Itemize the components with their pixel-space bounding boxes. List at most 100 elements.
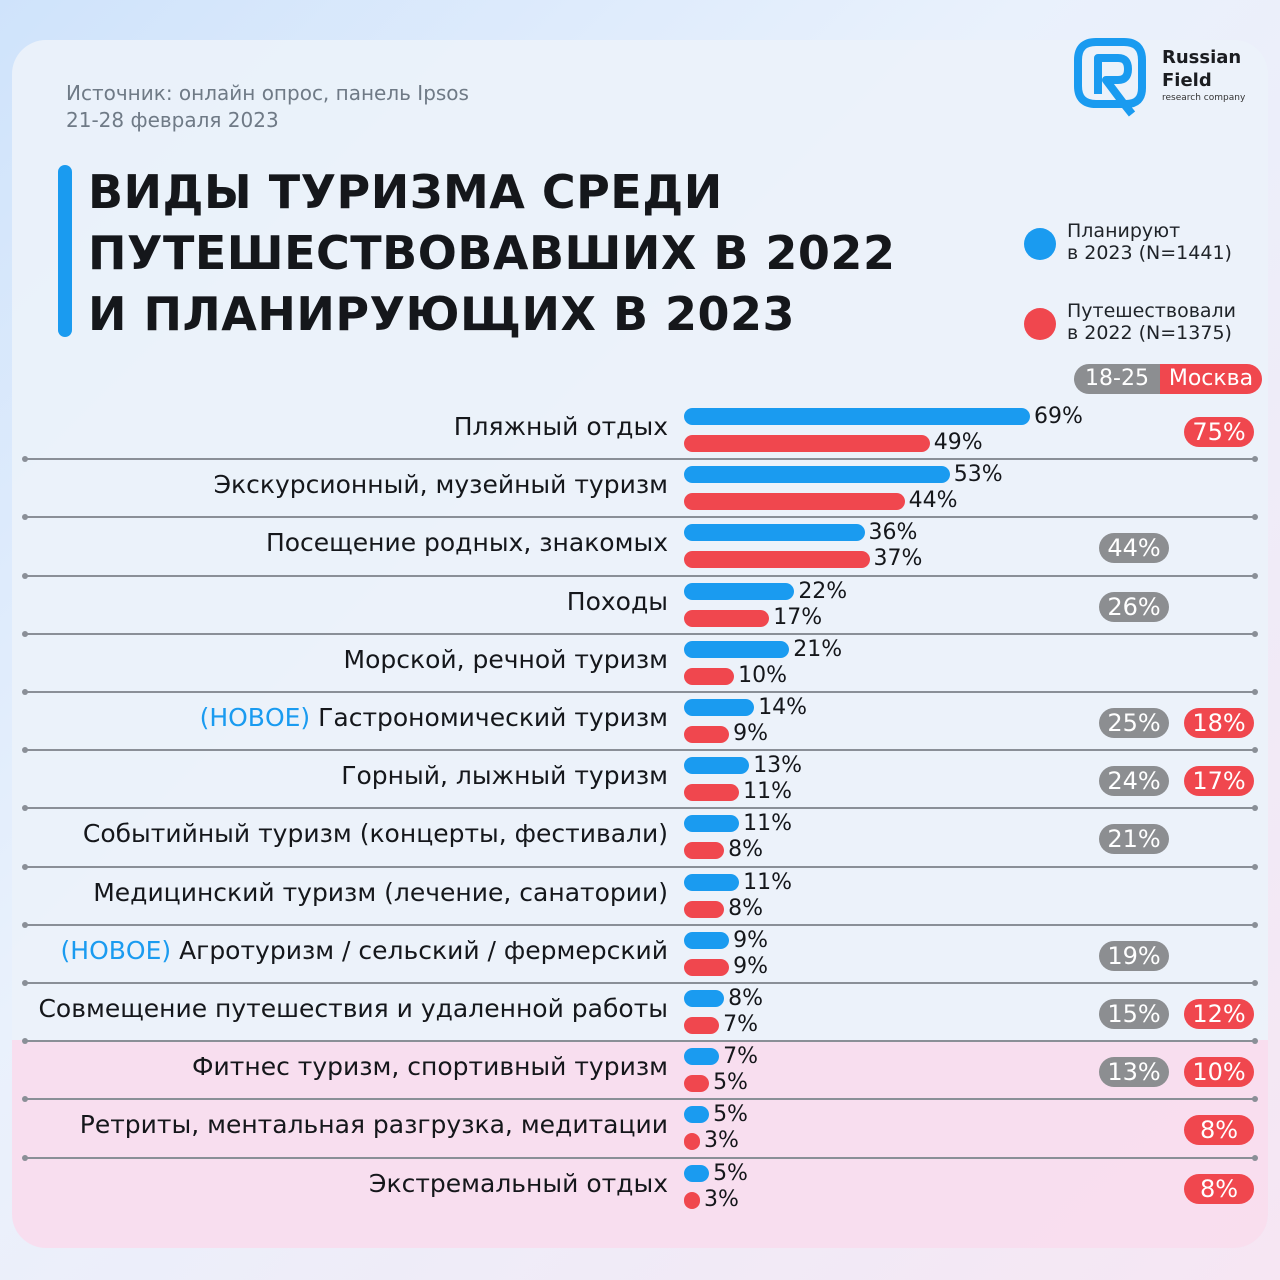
value-plan-label: 5%	[713, 1102, 748, 1128]
bar-plan-2023	[684, 873, 740, 891]
legend-plan-line1: Планируют	[1067, 220, 1181, 242]
category-label: Походы	[567, 587, 668, 617]
legend-dot-blue	[1024, 228, 1056, 260]
bar-plan-2023	[684, 640, 790, 658]
category-label: Медицинский туризм (лечение, санатории)	[93, 878, 668, 908]
value-past-label: 8%	[728, 895, 764, 921]
rf-logo-icon	[1074, 38, 1146, 117]
category-label: Событийный туризм (концерты, фестивали)	[83, 819, 668, 849]
bar-plan-2023	[684, 815, 740, 833]
title-line-3: И ПЛАНИРУЮЩИХ В 2023	[88, 287, 796, 341]
source-date: 21-28 февраля 2023	[66, 108, 279, 132]
value-past-label: 9%	[733, 721, 769, 746]
row-divider	[22, 572, 1258, 579]
category-label: Посещение родных, знакомых	[266, 528, 668, 558]
bar-plan-2023	[684, 1048, 720, 1066]
title-line-1: ВИДЫ ТУРИЗМА СРЕДИ	[88, 165, 723, 219]
age-18-25-badge: 21%	[1099, 824, 1169, 855]
bar-past-2022	[684, 1191, 700, 1209]
value-past-label: 3%	[704, 1186, 739, 1212]
title-line-2: ПУТЕШЕСТВОВАВШИХ В 2022	[88, 226, 896, 280]
row-divider	[22, 747, 1258, 754]
category-label: Пляжный отдых	[454, 412, 668, 442]
age-18-25-badge: 15%	[1099, 999, 1169, 1029]
value-past-label: 49%	[933, 430, 983, 455]
value-past-label: 10%	[738, 662, 788, 688]
value-plan-label: 5%	[713, 1160, 748, 1186]
category-text: Совмещение путешествия и удаленной работ…	[38, 994, 668, 1023]
category-text: Ретриты, ментальная разгрузка, медитации	[79, 1110, 668, 1140]
bar-plan-2023	[684, 990, 725, 1007]
age-18-25-badge: 44%	[1099, 533, 1169, 564]
value-plan-label: 11%	[743, 869, 793, 895]
row-divider	[22, 980, 1258, 986]
value-plan-label: 7%	[723, 1044, 758, 1070]
bar-past-2022	[684, 900, 725, 918]
value-past-label: 8%	[728, 837, 764, 863]
row-divider	[22, 805, 1258, 812]
category-text: Морской, речной туризм	[343, 644, 669, 674]
age-18-25-badge: 26%	[1099, 591, 1169, 622]
value-plan-label: 53%	[953, 462, 1003, 488]
category-label: Экстремальный отдых	[369, 1169, 668, 1199]
category-text: Событийный туризм (концерты, фестивали)	[82, 819, 668, 849]
moscow-badge: 17%	[1184, 766, 1254, 797]
bar-plan-2023	[684, 1106, 710, 1124]
category-label: Совмещение путешествия и удаленной работ…	[38, 994, 668, 1024]
bar-past-2022	[684, 726, 730, 743]
value-plan-label: 69%	[1034, 404, 1083, 429]
bar-past-2022	[684, 1075, 710, 1093]
category-label: (НОВОЕ) Агротуризм / сельский / фермерск…	[61, 936, 668, 966]
logo-wordmark: Russian Field research company	[1162, 46, 1245, 104]
new-tag: (НОВОЕ)	[60, 935, 180, 965]
age-18-25-badge: 13%	[1099, 1057, 1169, 1088]
category-text: Горный, лыжный туризм	[341, 761, 668, 791]
category-text: Походы	[566, 586, 668, 616]
row-divider	[22, 514, 1258, 521]
category-text: Агротуризм / сельский / фермерский	[179, 935, 668, 965]
row-divider	[22, 1096, 1258, 1103]
category-label: Горный, лыжный туризм	[341, 761, 668, 791]
value-plan-label: 9%	[733, 927, 769, 953]
title-accent-bar	[58, 165, 72, 337]
category-text: Гастрономический туризм	[318, 703, 668, 732]
value-plan-label: 8%	[728, 986, 764, 1011]
legend-plan-line2: в 2023 (N=1441)	[1067, 242, 1232, 264]
bar-past-2022	[684, 958, 730, 976]
new-tag: (НОВОЕ)	[199, 703, 319, 732]
legend-dot-red	[1024, 308, 1056, 340]
value-past-label: 9%	[733, 953, 769, 979]
bar-plan-2023	[684, 931, 730, 949]
bar-plan-2023	[684, 699, 755, 716]
bar-plan-2023	[684, 408, 1030, 425]
logo-name-2: Field	[1162, 70, 1212, 91]
row-divider	[22, 456, 1258, 463]
moscow-badge: 10%	[1184, 1057, 1254, 1088]
category-label: (НОВОЕ) Гастрономический туризм	[200, 703, 668, 733]
category-label: Экскурсионный, музейный туризм	[214, 470, 668, 500]
logo-name-1: Russian	[1162, 47, 1242, 68]
bar-plan-2023	[684, 757, 750, 775]
category-text: Посещение родных, знакомых	[265, 528, 668, 558]
category-text: Пляжный отдых	[453, 412, 668, 441]
bar-plan-2023	[684, 582, 795, 600]
moscow-badge: 12%	[1184, 999, 1254, 1029]
moscow-badge: 8%	[1184, 1173, 1254, 1204]
bar-plan-2023	[684, 1164, 710, 1182]
page-title: ВИДЫ ТУРИЗМА СРЕДИ ПУТЕШЕСТВОВАВШИХ В 20…	[88, 162, 895, 345]
category-text: Фитнес туризм, спортивный туризм	[192, 1052, 668, 1082]
value-past-label: 3%	[704, 1128, 739, 1154]
segment-age-header: 18-25	[1074, 364, 1160, 394]
category-label: Фитнес туризм, спортивный туризм	[192, 1052, 668, 1082]
legend-past-line2: в 2022 (N=1375)	[1067, 322, 1232, 344]
category-label: Морской, речной туризм	[344, 645, 669, 675]
bar-past-2022	[684, 667, 735, 685]
value-plan-label: 21%	[793, 636, 843, 662]
bar-past-2022	[684, 1017, 720, 1034]
value-past-label: 7%	[723, 1012, 758, 1037]
value-plan-label: 13%	[753, 753, 803, 779]
age-18-25-badge: 24%	[1099, 766, 1169, 797]
segment-moscow-header: Москва	[1160, 364, 1262, 394]
value-past-label: 11%	[743, 779, 793, 805]
